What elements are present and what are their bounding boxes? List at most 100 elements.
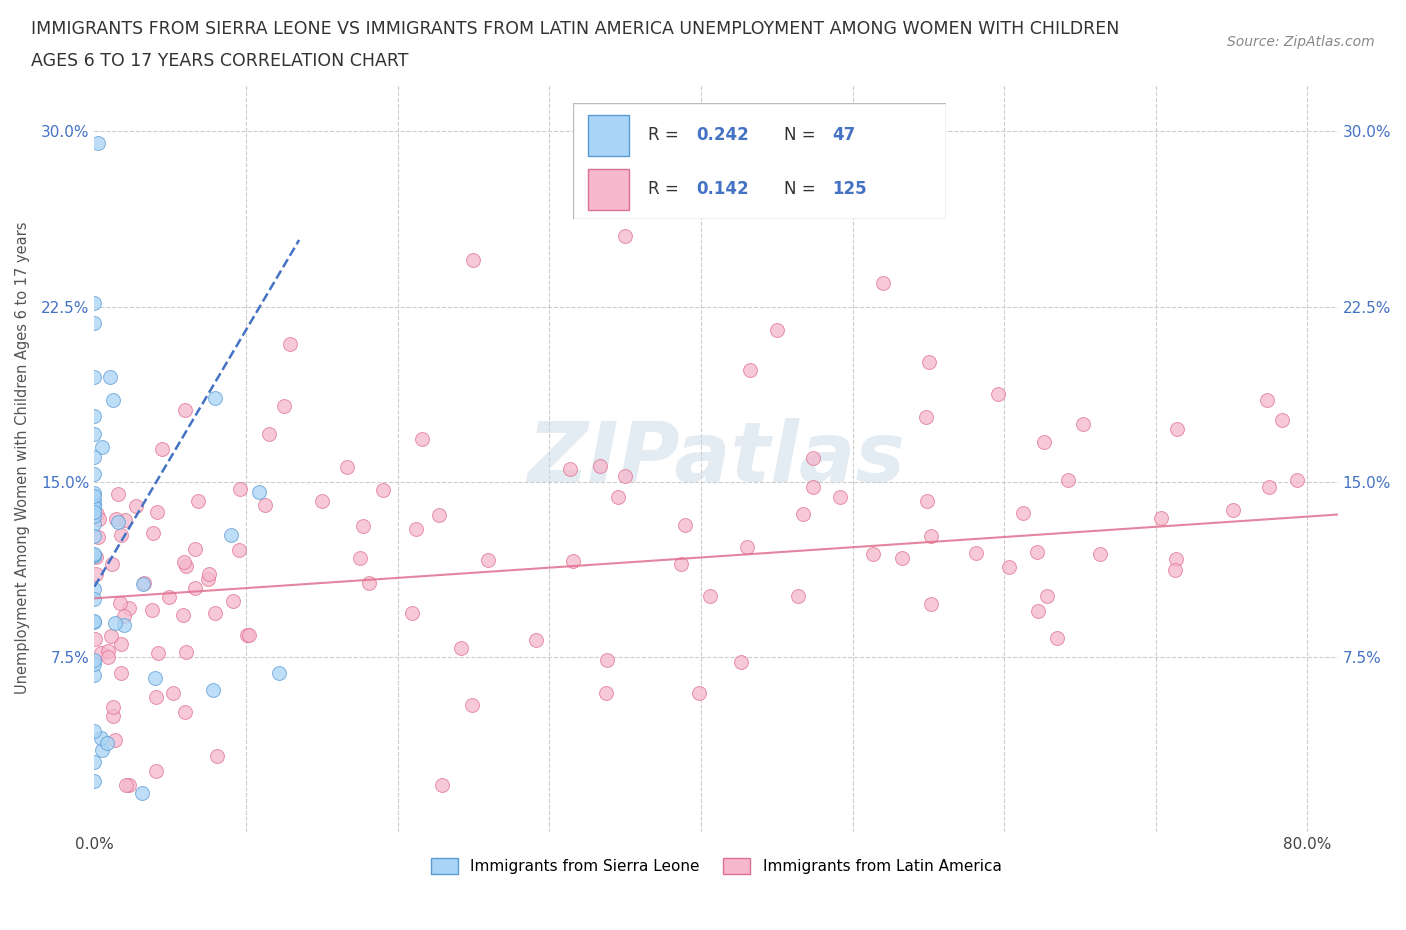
Point xyxy=(371,483,394,498)
Point xyxy=(107,486,129,501)
Point xyxy=(105,512,128,526)
Point xyxy=(162,686,184,701)
Point xyxy=(183,580,205,595)
Point xyxy=(107,514,129,529)
Legend: Immigrants from Sierra Leone, Immigrants from Latin America: Immigrants from Sierra Leone, Immigrants… xyxy=(425,852,1008,880)
Point xyxy=(110,527,132,542)
Point xyxy=(738,363,761,378)
Point xyxy=(1071,417,1094,432)
Point xyxy=(249,485,271,499)
Point xyxy=(238,628,260,643)
Point xyxy=(1164,563,1187,578)
Point xyxy=(174,705,197,720)
Point xyxy=(1150,511,1173,525)
Point xyxy=(91,742,114,757)
Point xyxy=(173,554,195,569)
Point xyxy=(201,683,224,698)
Point xyxy=(1057,472,1080,487)
Point xyxy=(257,427,280,442)
Point xyxy=(198,566,221,581)
Point xyxy=(229,481,252,496)
Point xyxy=(1046,631,1069,645)
Point xyxy=(336,459,359,474)
Point xyxy=(157,590,180,604)
Point xyxy=(110,637,132,652)
Point xyxy=(792,506,814,521)
Point xyxy=(83,296,105,311)
Point xyxy=(84,631,107,646)
Point xyxy=(890,551,912,565)
Point xyxy=(83,615,105,630)
Point xyxy=(267,665,290,680)
Point xyxy=(98,369,121,384)
Point xyxy=(131,786,153,801)
Point xyxy=(558,462,581,477)
Point xyxy=(1036,589,1059,604)
Point xyxy=(219,527,242,542)
Point xyxy=(174,559,197,574)
Point xyxy=(83,546,105,561)
Point xyxy=(104,616,127,631)
Point xyxy=(562,553,585,568)
Point xyxy=(83,509,105,524)
Point xyxy=(86,507,108,522)
Point xyxy=(669,556,692,571)
Point xyxy=(83,467,105,482)
Point xyxy=(1256,392,1278,407)
Point xyxy=(1257,479,1279,494)
Point xyxy=(197,572,219,587)
Point xyxy=(1090,546,1112,561)
Point xyxy=(83,485,105,500)
Point xyxy=(117,777,139,792)
Point xyxy=(787,588,810,603)
Point xyxy=(83,488,105,503)
Point xyxy=(174,644,197,659)
Point xyxy=(450,641,472,656)
Point xyxy=(83,754,105,769)
Point xyxy=(83,498,105,512)
Point xyxy=(673,517,696,532)
Point xyxy=(84,550,107,565)
Point xyxy=(141,603,163,618)
Point xyxy=(998,560,1021,575)
Point xyxy=(1285,472,1308,487)
Point xyxy=(920,528,942,543)
Point xyxy=(150,441,173,456)
Point xyxy=(1012,506,1035,521)
Point xyxy=(101,392,124,407)
Point xyxy=(801,450,824,465)
Point xyxy=(204,391,226,405)
Point xyxy=(83,505,105,520)
Point xyxy=(862,547,884,562)
Point xyxy=(114,512,136,527)
Point xyxy=(1166,551,1188,566)
Point xyxy=(589,458,612,473)
Point xyxy=(86,136,108,151)
Point xyxy=(801,479,824,494)
Text: AGES 6 TO 17 YEARS CORRELATION CHART: AGES 6 TO 17 YEARS CORRELATION CHART xyxy=(31,52,408,70)
Point xyxy=(83,591,105,606)
Point xyxy=(183,541,205,556)
Point xyxy=(273,398,295,413)
Point xyxy=(84,566,107,581)
Point xyxy=(1166,422,1188,437)
Point xyxy=(110,665,132,680)
Point xyxy=(1026,544,1049,559)
Point xyxy=(83,774,105,789)
Point xyxy=(765,323,787,338)
Point xyxy=(83,528,105,543)
Point xyxy=(1033,434,1056,449)
Point xyxy=(131,577,153,591)
Point xyxy=(86,530,108,545)
Point xyxy=(730,655,752,670)
Point xyxy=(918,355,941,370)
Point xyxy=(83,315,105,330)
Point xyxy=(828,489,851,504)
Point xyxy=(568,194,591,209)
Point xyxy=(83,369,105,384)
Point xyxy=(101,700,124,715)
Point xyxy=(114,777,136,792)
Point xyxy=(915,409,938,424)
Point xyxy=(688,685,710,700)
Point xyxy=(172,607,194,622)
